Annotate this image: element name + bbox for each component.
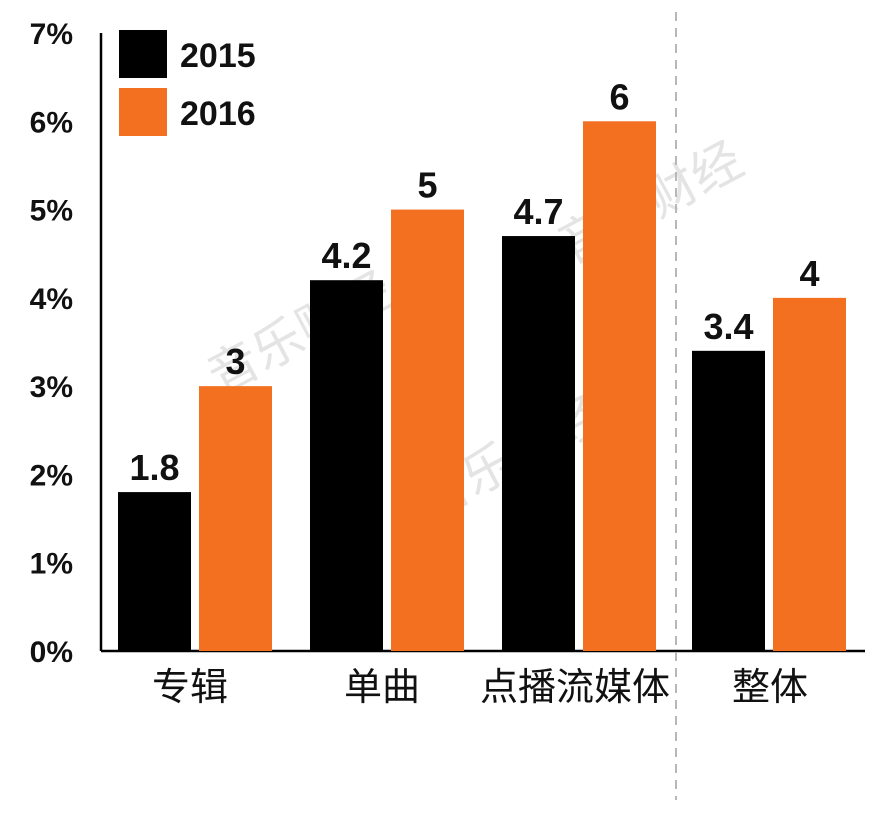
data-label: 3.4 <box>703 306 753 347</box>
x-axis: 专辑 单曲 点播流媒体 整体 <box>152 665 808 709</box>
y-tick-label: 4% <box>30 283 73 316</box>
y-tick-label: 6% <box>30 106 73 139</box>
y-tick-label: 5% <box>30 195 73 228</box>
data-label: 5 <box>417 165 437 206</box>
bar-2016 <box>583 121 656 652</box>
data-label: 4.7 <box>513 191 563 232</box>
y-tick-label: 1% <box>30 548 73 581</box>
x-tick-label: 单曲 <box>344 665 420 709</box>
bar-2015 <box>310 280 383 651</box>
y-tick-label: 7% <box>30 18 73 51</box>
data-label: 6 <box>609 76 629 117</box>
y-tick-label: 0% <box>30 636 73 669</box>
legend-swatch-2015 <box>119 30 167 78</box>
data-label: 3 <box>225 341 245 382</box>
x-tick-label: 专辑 <box>152 665 228 709</box>
bar-2016 <box>199 386 272 651</box>
bar-2015 <box>118 492 191 651</box>
bars: 1.8 3 4.2 5 4.7 6 3.4 4 <box>118 76 846 652</box>
data-label: 4 <box>799 253 819 294</box>
bar-2016 <box>773 297 846 651</box>
data-label: 1.8 <box>129 447 179 488</box>
bar-2015 <box>692 350 765 651</box>
legend-label-2015: 2015 <box>180 37 256 75</box>
watermarks: 音乐财经音乐财经音乐财经 <box>198 130 752 530</box>
legend-label-2016: 2016 <box>180 95 256 133</box>
bar-2015 <box>502 236 575 652</box>
data-label: 4.2 <box>321 235 371 276</box>
y-tick-label: 3% <box>30 371 73 404</box>
x-tick-label: 点播流媒体 <box>480 665 670 709</box>
legend-swatch-2016 <box>119 88 167 136</box>
y-tick-label: 2% <box>30 459 73 492</box>
bar-2016 <box>391 209 464 652</box>
legend: 2015 2016 <box>119 30 256 136</box>
x-tick-label: 整体 <box>732 665 808 709</box>
